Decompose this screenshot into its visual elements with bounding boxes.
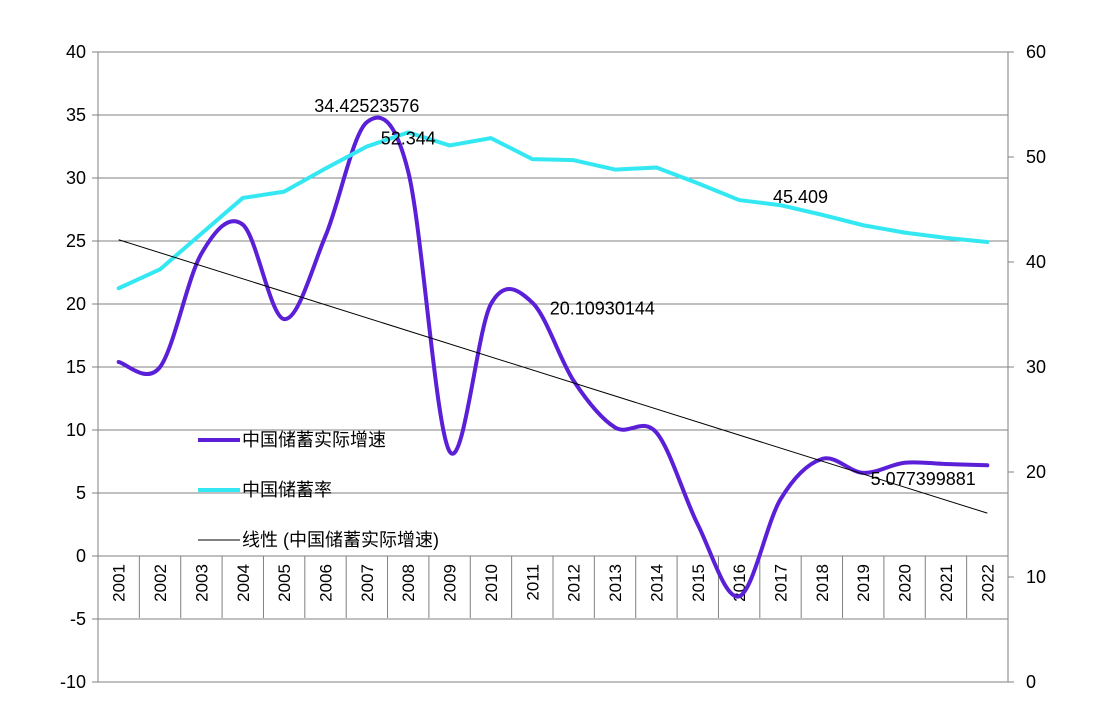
x-tick-label: 2014: [647, 564, 666, 602]
y-right-tick-label: 50: [1026, 147, 1046, 167]
x-tick-label: 2013: [606, 564, 625, 602]
x-tick-label: 2010: [482, 564, 501, 602]
x-tick-label: 2007: [358, 564, 377, 602]
y-left-tick-label: 35: [66, 105, 86, 125]
x-tick-label: 2022: [978, 564, 997, 602]
y-right-tick-label: 40: [1026, 252, 1046, 272]
y-left-tick-label: 20: [66, 294, 86, 314]
y-axis-right: 0 10 20 30 40 50 60: [1007, 42, 1046, 692]
x-tick-label: 2017: [772, 564, 791, 602]
y-right-tick-label: 60: [1026, 42, 1046, 62]
data-labels: 34.42523576 52.344 20.10930144 45.409 5.0773…: [314, 96, 975, 489]
x-tick-label: 2020: [896, 564, 915, 602]
y-left-tick-label: 25: [66, 231, 86, 251]
legend-label-rate: 中国储蓄率: [242, 480, 332, 500]
data-label: 5.077399881: [871, 469, 976, 489]
y-right-tick-label: 20: [1026, 462, 1046, 482]
y-left-tick-label: 5: [76, 483, 86, 503]
x-tick-label: 2004: [234, 564, 253, 602]
legend-label-growth: 中国储蓄实际增速: [242, 430, 386, 450]
x-tick-label: 2002: [151, 564, 170, 602]
data-label: 52.344: [381, 128, 436, 148]
series-layer: [116, 115, 990, 599]
x-tick-label: 2008: [399, 564, 418, 602]
data-label: 20.10930144: [550, 299, 655, 319]
x-tick-label: 2001: [110, 564, 129, 602]
x-tick-label: 2021: [937, 564, 956, 602]
x-tick-label: 2015: [689, 564, 708, 602]
x-tick-label: 2005: [275, 564, 294, 602]
y-left-tick-label: 10: [66, 420, 86, 440]
y-axis-left: -10 -5 0 5 10 15 20 25 30 35 40: [60, 42, 99, 692]
x-tick-label: 2012: [565, 564, 584, 602]
legend: 中国储蓄实际增速 中国储蓄率 线性 (中国储蓄实际增速): [198, 430, 439, 550]
x-tick-label: 2019: [854, 564, 873, 602]
x-axis: 2001 2002 2003 2004 2005 2006 2007 2008 2009 2010…: [97, 555, 1009, 618]
x-tick-label: 2006: [317, 564, 336, 602]
legend-label-trend: 线性 (中国储蓄实际增速): [242, 530, 439, 550]
y-left-tick-label: 0: [76, 546, 86, 566]
y-right-tick-label: 30: [1026, 357, 1046, 377]
x-tick-label: 2003: [192, 564, 211, 602]
y-right-tick-label: 10: [1026, 567, 1046, 587]
trendline: [118, 239, 988, 514]
y-right-tick-label: 0: [1026, 672, 1036, 692]
series-line-growth: [116, 115, 990, 599]
y-left-tick-label: 40: [66, 42, 86, 62]
x-tick-label: 2011: [523, 564, 542, 601]
y-left-tick-label: 30: [66, 168, 86, 188]
data-label: 34.42523576: [314, 96, 419, 116]
series-line-rate: [116, 130, 990, 291]
y-left-tick-label: -10: [60, 672, 86, 692]
x-tick-label: 2018: [813, 564, 832, 602]
x-tick-label: 2009: [441, 564, 460, 602]
y-left-tick-label: 15: [66, 357, 86, 377]
y-left-tick-label: -5: [70, 609, 86, 629]
data-label: 45.409: [773, 187, 828, 207]
